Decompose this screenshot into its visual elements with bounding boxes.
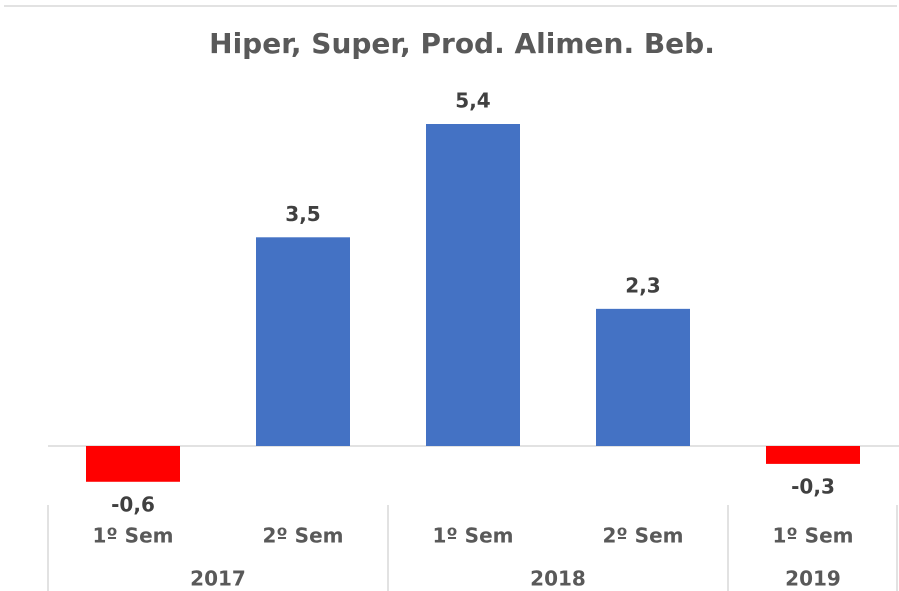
bar (766, 446, 860, 464)
chart-title: Hiper, Super, Prod. Alimen. Beb. (209, 27, 715, 60)
x-tick-label: 1º Sem (93, 524, 174, 548)
x-tick-label: 1º Sem (433, 524, 514, 548)
group-label: 2017 (190, 567, 246, 591)
bar (86, 446, 180, 482)
bar (426, 124, 520, 446)
value-label: 5,4 (455, 89, 490, 113)
group-label: 2019 (785, 567, 841, 591)
value-label: -0,3 (791, 474, 835, 498)
x-tick-label: 1º Sem (773, 524, 854, 548)
x-tick-label: 2º Sem (603, 524, 684, 548)
group-label: 2018 (530, 567, 586, 591)
value-label: 3,5 (285, 202, 320, 226)
value-label: -0,6 (111, 492, 155, 516)
value-label: 2,3 (625, 273, 660, 297)
bar (596, 308, 690, 446)
x-tick-label: 2º Sem (263, 524, 344, 548)
bar (256, 237, 350, 446)
